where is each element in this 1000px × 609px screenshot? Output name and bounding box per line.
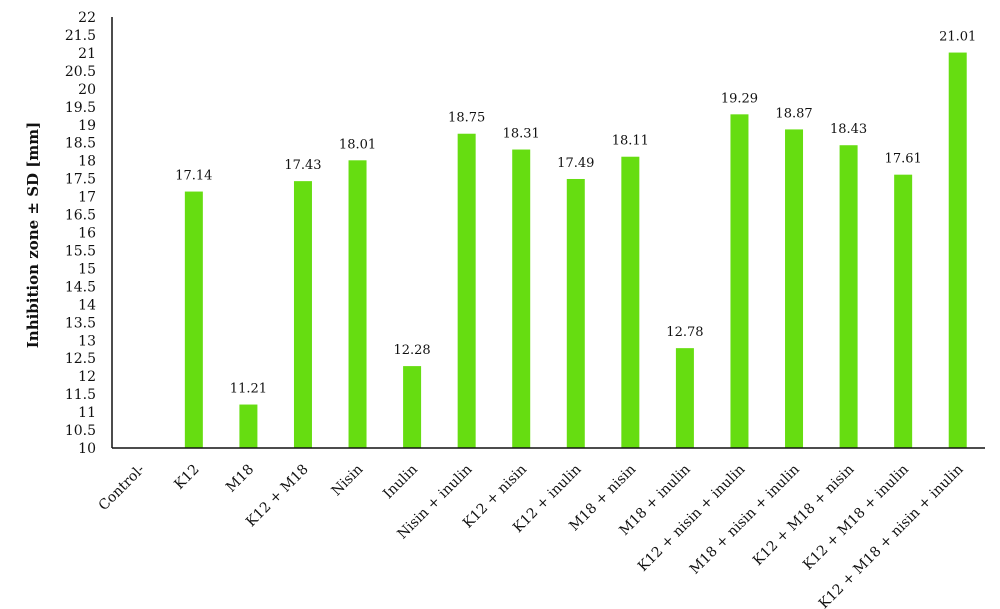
y-tick-label: 20.5: [65, 64, 96, 80]
bar-value-label: 11.21: [230, 382, 267, 397]
y-tick-label: 14.5: [65, 279, 96, 295]
bar: [512, 149, 531, 448]
y-tick-label: 19.5: [65, 100, 96, 116]
y-tick-label: 18.5: [65, 136, 96, 152]
y-tick-label: 21.5: [65, 28, 96, 44]
x-category-label: K12 + M18 + nisin: [750, 462, 857, 569]
y-tick-label: 10: [78, 441, 96, 457]
y-tick-label: 13.5: [65, 315, 96, 331]
y-tick-label: 15: [78, 261, 96, 277]
bar-value-label: 17.14: [175, 169, 212, 184]
y-tick-label: 18: [78, 154, 96, 170]
bar: [948, 52, 967, 449]
bar-value-label: 19.29: [721, 91, 758, 106]
y-tick-label: 21: [78, 46, 96, 62]
y-tick-label: 17.5: [65, 172, 96, 188]
bar: [566, 178, 585, 448]
y-tick-label: 19: [78, 118, 96, 134]
bar: [293, 181, 312, 448]
bar-value-label: 18.43: [830, 122, 867, 137]
bar-value-label: 12.78: [666, 325, 703, 340]
y-tick-label: 12.5: [65, 351, 96, 367]
bar: [621, 156, 640, 449]
x-category-label: M18 + nisin + inulin: [687, 462, 803, 578]
y-tick-label: 12: [78, 369, 96, 385]
bar-value-label: 17.61: [885, 152, 922, 167]
bars: [184, 52, 967, 449]
x-category-label: K12 + nisin + inulin: [635, 462, 748, 575]
bar: [239, 404, 258, 448]
y-tick-label: 15.5: [65, 243, 96, 259]
y-axis-title: Inhibition zone ± SD [mm]: [24, 122, 42, 348]
bar-value-label: 17.49: [557, 156, 594, 171]
y-tick-label: 14: [78, 297, 96, 313]
y-tick-label: 13: [78, 333, 96, 349]
bar: [184, 191, 203, 448]
bar-value-label: 18.75: [448, 111, 485, 126]
bar: [730, 114, 749, 448]
bar-value-label: 18.01: [339, 137, 376, 152]
y-tick-label: 11: [78, 405, 96, 421]
x-category-label: Nisin: [329, 462, 367, 500]
y-tick-label: 16.5: [65, 208, 96, 224]
bar: [457, 133, 476, 448]
bar: [348, 160, 367, 448]
bar: [785, 129, 804, 448]
bar: [403, 366, 422, 448]
y-tick-label: 16: [78, 226, 96, 242]
data-labels: 17.14 11.21 17.43 18.01 12.28 18.75 18.31 17.49…: [175, 30, 976, 397]
x-category-label: K12: [171, 462, 202, 493]
y-tick-label: 11.5: [65, 387, 96, 403]
y-tick-label: 22: [78, 10, 96, 26]
bar-value-label: 17.43: [284, 158, 321, 173]
bar-value-label: 21.01: [939, 30, 976, 45]
bar: [894, 174, 913, 448]
y-tick-label: 17: [78, 190, 96, 206]
bar-value-label: 18.11: [612, 134, 649, 149]
y-axis-ticks: 10 10.5 11 11.5 12 12.5 13 13.5 14 14.5 15 15.516 16…: [65, 10, 96, 457]
y-tick-label: 20: [78, 82, 96, 98]
bar: [675, 348, 694, 448]
x-category-label: M18: [223, 462, 257, 496]
bar-value-label: 12.28: [393, 343, 430, 358]
x-category-label: K12 + M18 + inulin: [800, 462, 912, 574]
bar-value-label: 18.87: [775, 106, 812, 121]
bar-value-label: 18.31: [503, 127, 540, 142]
y-tick-label: 10.5: [65, 423, 96, 439]
x-category-label: Inulin: [380, 462, 421, 503]
x-category-label: Control-: [96, 461, 149, 514]
bar: [839, 145, 858, 448]
